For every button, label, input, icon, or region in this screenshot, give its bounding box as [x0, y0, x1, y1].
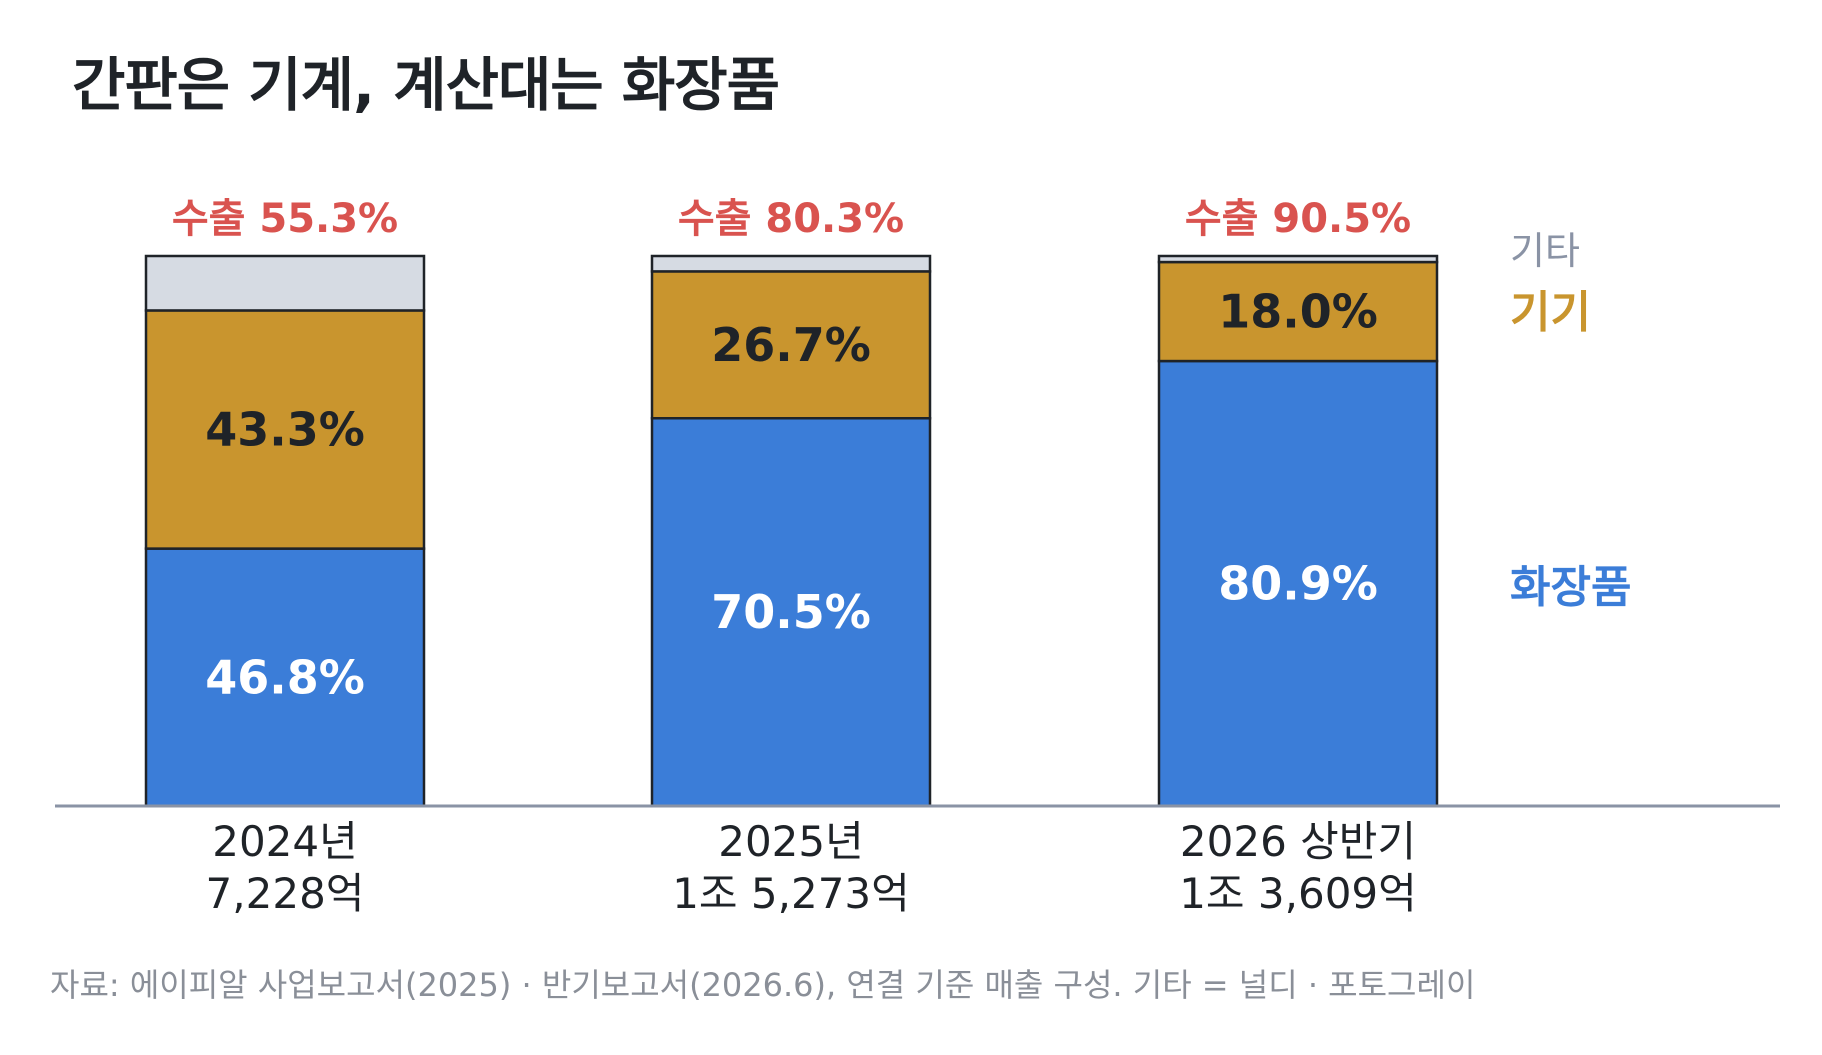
x-tick-label-total: 7,228억 — [206, 869, 365, 918]
bar-segment-other — [144, 254, 426, 312]
data-label-cosmetics: 70.5% — [711, 585, 871, 639]
export-annotation: 수출 90.5% — [1185, 196, 1411, 242]
bar-segment-device — [650, 270, 932, 420]
x-tick-label-total: 1조 3,609억 — [1179, 869, 1417, 918]
export-annotation: 수출 55.3% — [172, 196, 398, 242]
bar-segment-other — [1157, 254, 1439, 264]
bar-segment-cosmetics — [650, 417, 932, 808]
bar-segment-device — [1157, 260, 1439, 363]
data-label-cosmetics: 46.8% — [205, 650, 365, 704]
legend-cosmetics: 화장품 — [1510, 562, 1631, 613]
x-tick-label-year: 2026 상반기 — [1180, 817, 1416, 866]
x-tick-label-year: 2025년 — [718, 817, 864, 866]
legend-other: 기타 — [1510, 229, 1580, 273]
data-label-device: 26.7% — [711, 318, 871, 372]
legend-device: 기기 — [1510, 287, 1591, 338]
data-label-device: 18.0% — [1218, 285, 1378, 339]
bar-segment-cosmetics — [144, 547, 426, 808]
source-note: 자료: 에이피알 사업보고서(2025) · 반기보고서(2026.6), 연결… — [50, 966, 1476, 1004]
bar-segment-other — [650, 254, 932, 273]
x-tick-label-year: 2024년 — [212, 817, 358, 866]
export-annotation: 수출 80.3% — [678, 196, 904, 242]
data-label-device: 43.3% — [205, 403, 365, 457]
data-label-cosmetics: 80.9% — [1218, 557, 1378, 611]
x-tick-label-total: 1조 5,273억 — [672, 869, 910, 918]
chart-title: 간판은 기계, 계산대는 화장품 — [72, 51, 780, 119]
